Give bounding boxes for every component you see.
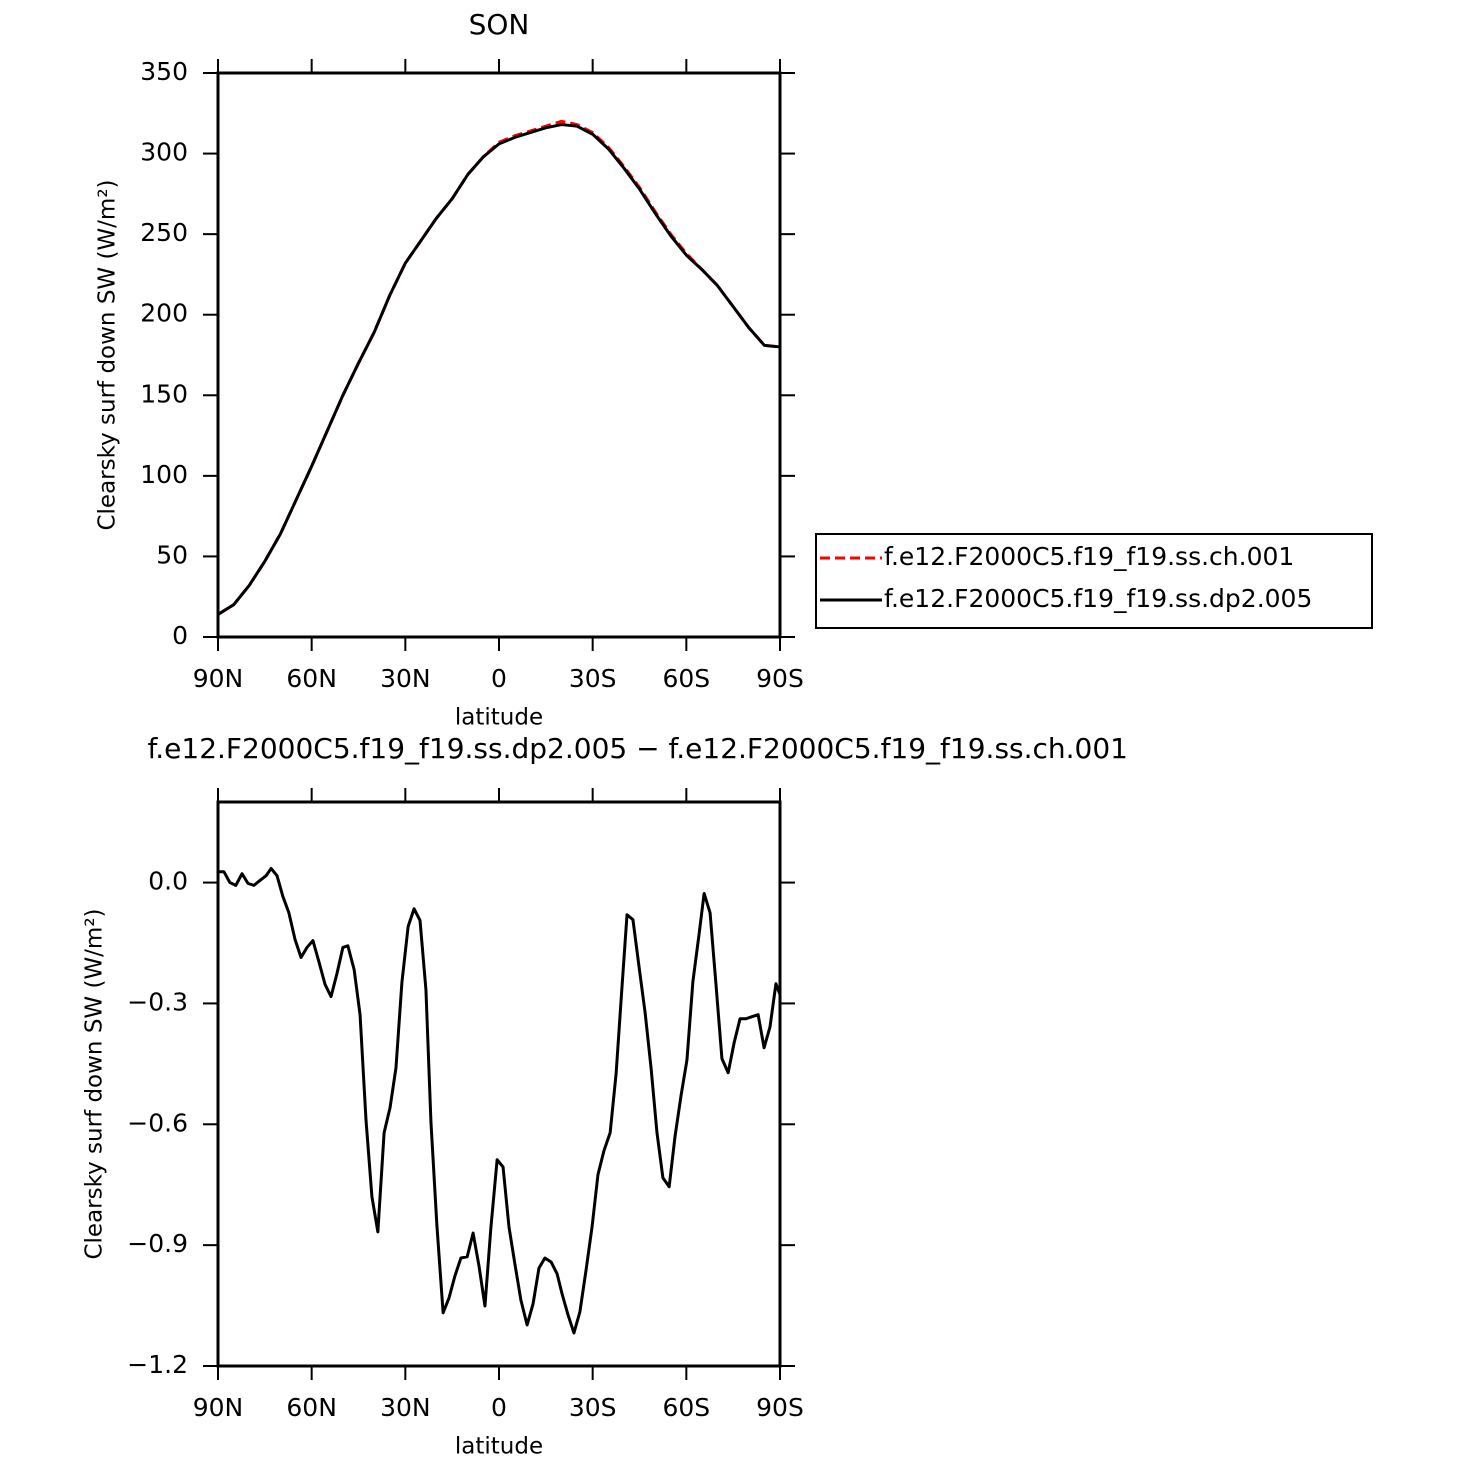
- x-tick-label: 60S: [662, 1393, 710, 1422]
- chart-title: SON: [469, 8, 530, 41]
- x-tick-label: 90S: [756, 1393, 804, 1422]
- y-axis-label: Clearsky surf down SW (W/m²): [95, 179, 121, 530]
- chart-title: f.e12.F2000C5.f19_f19.ss.dp2.005 − f.e12…: [147, 732, 1128, 765]
- x-axis-label: latitude: [455, 1434, 543, 1460]
- x-tick-label: 90N: [193, 1393, 244, 1422]
- x-tick-label: 90S: [756, 664, 804, 693]
- data-line: [218, 866, 782, 1335]
- y-axis-label: Clearsky surf down SW (W/m²): [82, 908, 108, 1259]
- x-tick-label: 60N: [286, 664, 337, 693]
- y-tick-label: 300: [140, 138, 188, 167]
- data-line: [217, 119, 781, 616]
- x-axis-label: latitude: [455, 705, 543, 731]
- y-tick-label: 0.0: [148, 867, 188, 896]
- y-tick-label: 150: [140, 379, 188, 408]
- legend-label: f.e12.F2000C5.f19_f19.ss.dp2.005: [884, 584, 1312, 613]
- x-tick-label: 0: [491, 1393, 507, 1422]
- x-tick-label: 90N: [193, 664, 244, 693]
- y-tick-label: 200: [140, 299, 188, 328]
- x-tick-label: 30N: [380, 664, 431, 693]
- x-tick-label: 30S: [569, 664, 617, 693]
- x-tick-label: 60N: [286, 1393, 337, 1422]
- y-tick-label: −0.9: [127, 1229, 188, 1258]
- y-tick-label: 50: [156, 540, 188, 569]
- plot-frame: [216, 71, 782, 639]
- x-tick-label: 30S: [569, 1393, 617, 1422]
- y-tick-label: −0.6: [127, 1108, 188, 1137]
- legend-label: f.e12.F2000C5.f19_f19.ss.ch.001: [884, 542, 1294, 571]
- y-tick-label: −1.2: [127, 1350, 188, 1379]
- x-tick-label: 30N: [380, 1393, 431, 1422]
- data-line: [217, 123, 781, 616]
- y-tick-label: 0: [172, 621, 188, 650]
- y-tick-label: 350: [140, 57, 188, 86]
- y-tick-label: 100: [140, 460, 188, 489]
- plot-frame: [216, 800, 782, 1368]
- legend-box: [815, 533, 1373, 629]
- y-tick-label: 250: [140, 218, 188, 247]
- y-tick-label: −0.3: [127, 987, 188, 1016]
- x-tick-label: 0: [491, 664, 507, 693]
- x-tick-label: 60S: [662, 664, 710, 693]
